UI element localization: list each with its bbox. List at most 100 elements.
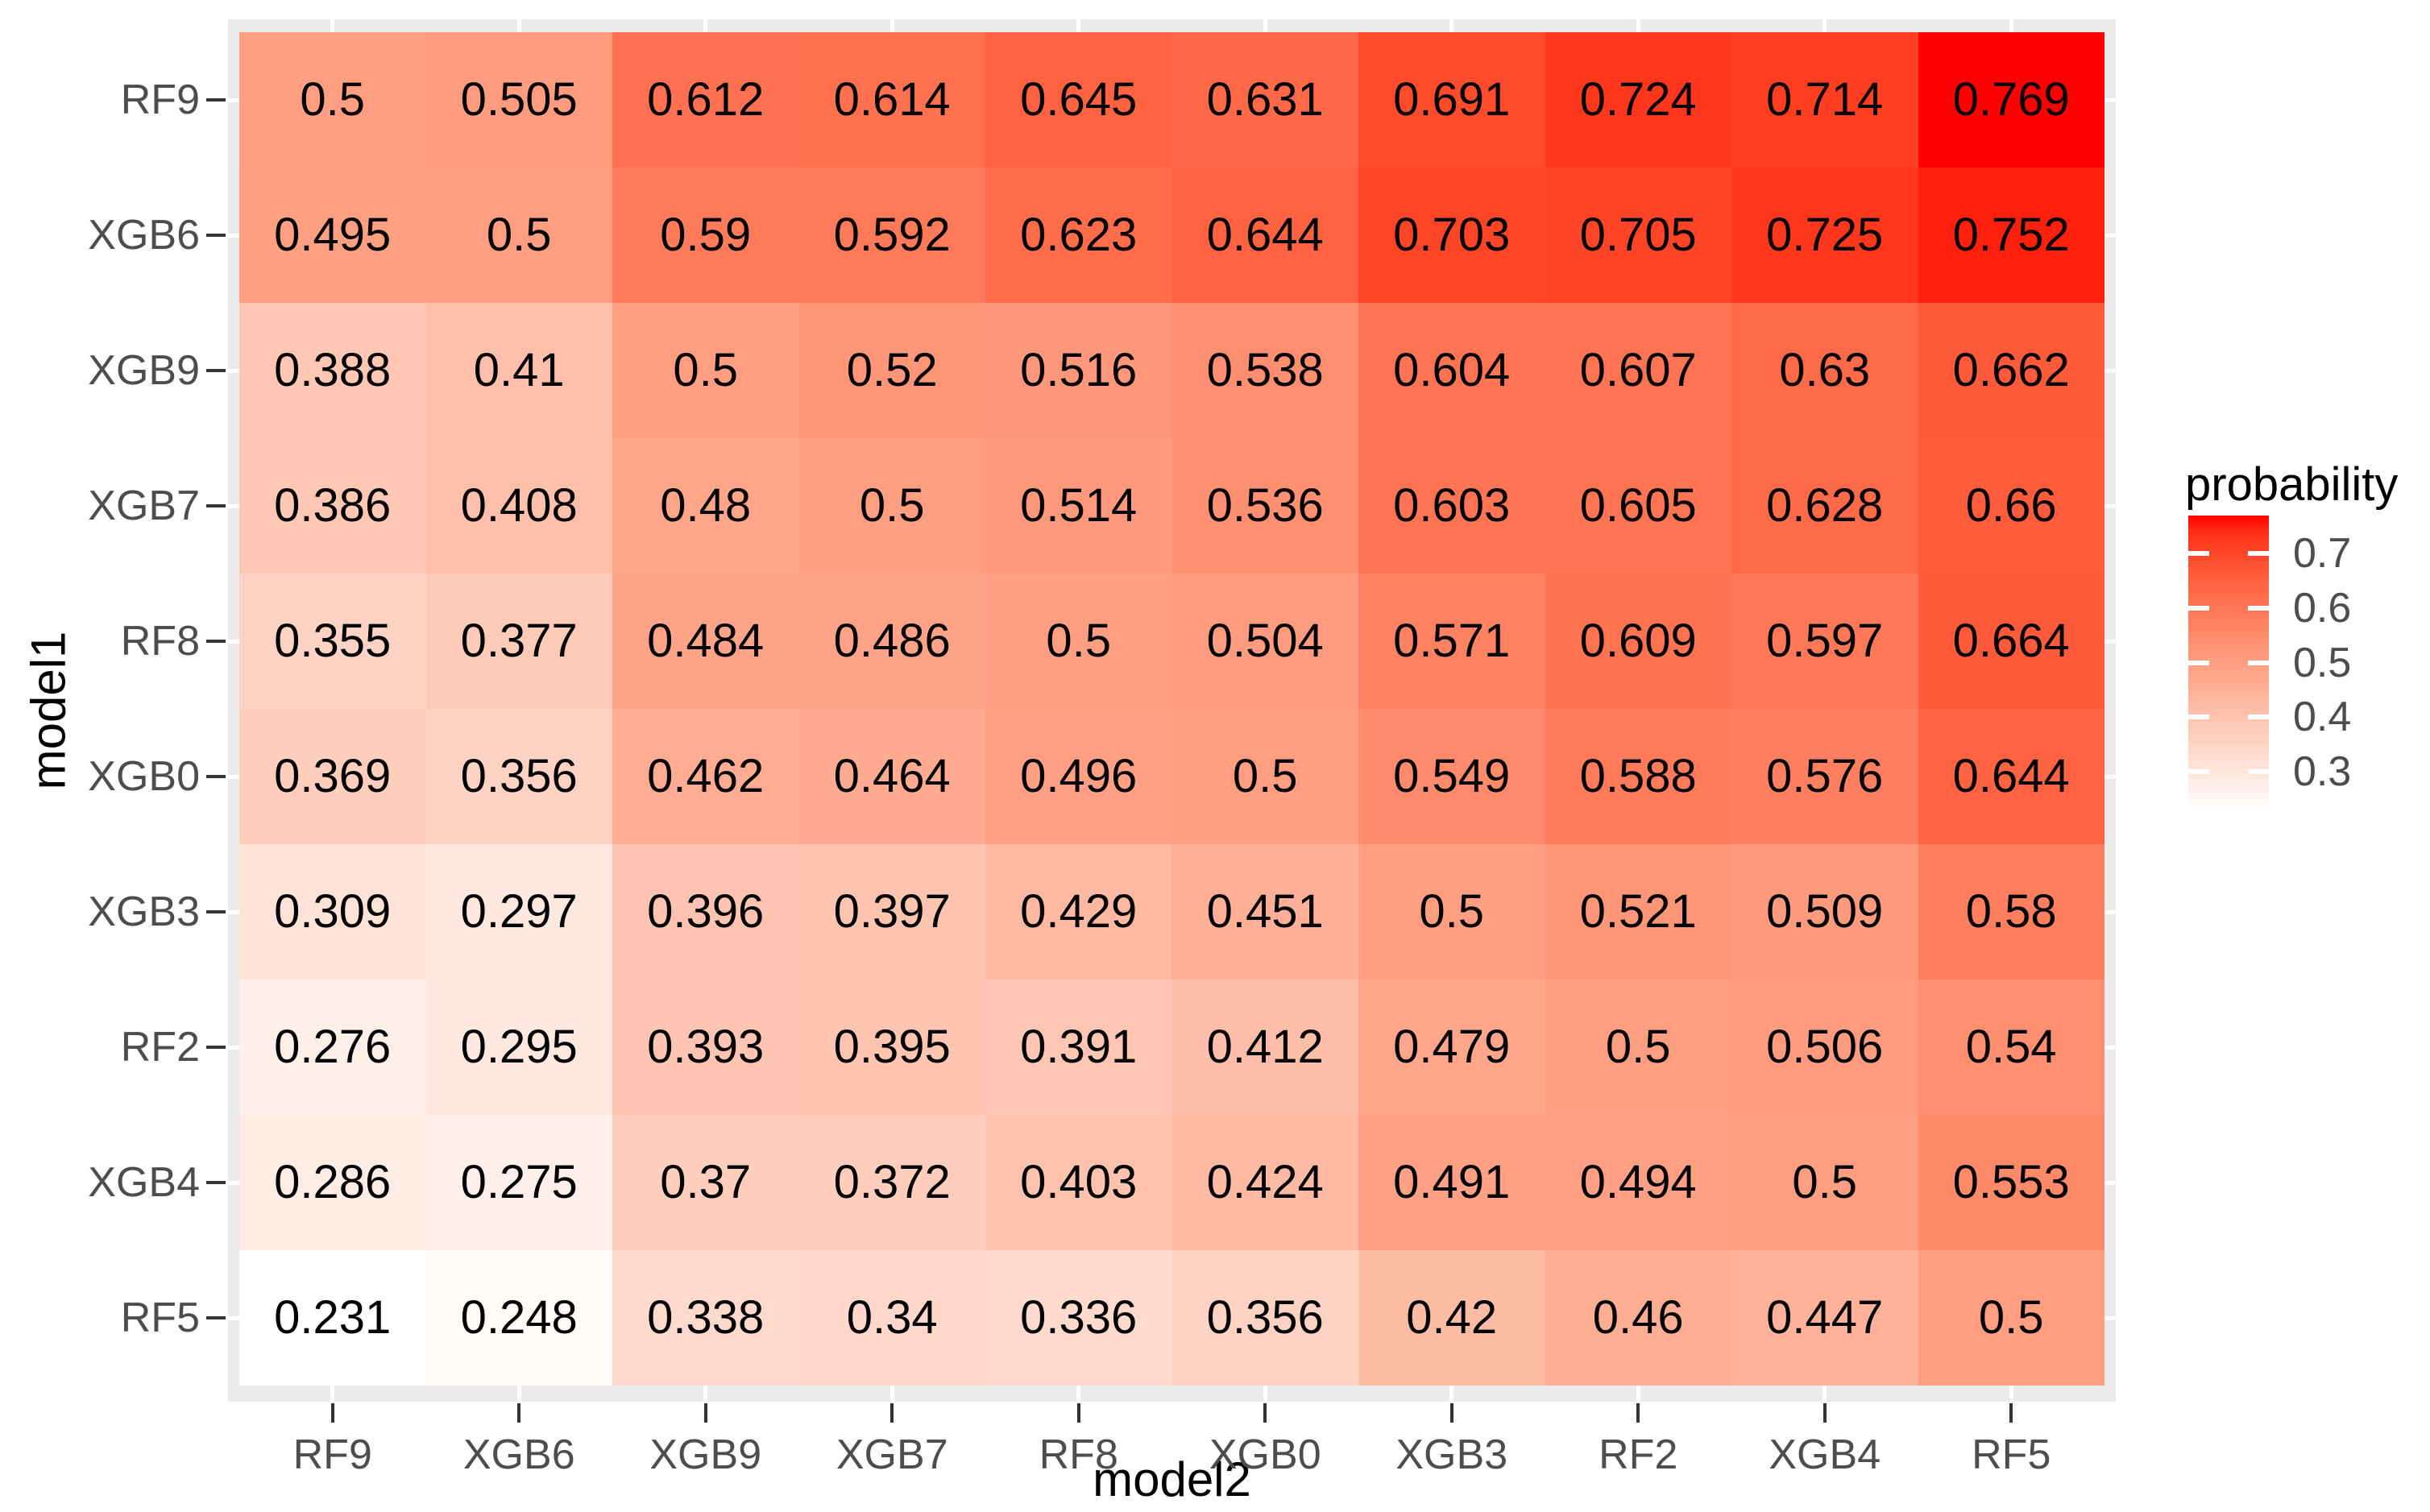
heatmap-cell: 0.605 (1545, 438, 1731, 574)
heatmap-cell: 0.372 (798, 1115, 985, 1250)
x-axis-tick (1822, 1403, 1827, 1423)
y-axis-tick (206, 775, 226, 778)
heatmap-cell: 0.464 (798, 709, 985, 844)
heatmap-cell: 0.604 (1358, 303, 1545, 438)
y-axis-tick (206, 98, 226, 101)
x-tick-label: XGB9 (649, 1431, 762, 1478)
heatmap-cell: 0.309 (239, 844, 426, 980)
heatmap-cell: 0.491 (1358, 1115, 1545, 1250)
heatmap-cell: 0.388 (239, 303, 426, 438)
y-tick-label: RF8 (120, 618, 200, 665)
heatmap-cell: 0.59 (612, 168, 799, 303)
heatmap-cell: 0.5 (1358, 844, 1545, 980)
heatmap-cell: 0.553 (1918, 1115, 2104, 1250)
heatmap-cell: 0.536 (1171, 438, 1358, 574)
x-axis-tick (1263, 1403, 1267, 1423)
x-tick-label: XGB3 (1395, 1431, 1508, 1478)
heatmap-cell: 0.369 (239, 709, 426, 844)
heatmap-cell: 0.58 (1918, 844, 2104, 980)
heatmap-cell: 0.5 (1731, 1115, 1918, 1250)
heatmap-cell: 0.504 (1171, 574, 1358, 709)
legend-tick-label: 0.7 (2293, 529, 2352, 577)
heatmap-cell: 0.41 (425, 303, 612, 438)
heatmap-cell: 0.231 (239, 1250, 426, 1386)
x-axis-tick (1076, 1403, 1080, 1423)
heatmap-cell: 0.505 (425, 32, 612, 168)
legend-title: probability (2185, 458, 2399, 511)
y-axis-tick (206, 504, 226, 507)
heatmap-cell: 0.386 (239, 438, 426, 574)
x-tick-label: XGB0 (1209, 1431, 1321, 1478)
heatmap-cell: 0.664 (1918, 574, 2104, 709)
legend-tick-label: 0.5 (2293, 639, 2352, 686)
y-tick-label: XGB7 (88, 483, 200, 529)
heatmap-cell: 0.769 (1918, 32, 2104, 168)
y-tick-label: RF9 (120, 77, 200, 123)
heatmap-cell: 0.597 (1731, 574, 1918, 709)
heatmap-cell: 0.393 (612, 980, 799, 1115)
heatmap-cell: 0.592 (798, 168, 985, 303)
heatmap-cell: 0.451 (1171, 844, 1358, 980)
heatmap-cell: 0.479 (1358, 980, 1545, 1115)
y-axis-tick (206, 234, 226, 237)
legend-tick-notch (2248, 605, 2269, 611)
heatmap-cell: 0.5 (798, 438, 985, 574)
heatmap-cell: 0.714 (1731, 32, 1918, 168)
heatmap-cell: 0.486 (798, 574, 985, 709)
heatmap-cell: 0.645 (985, 32, 1172, 168)
y-tick-label: XGB9 (88, 347, 200, 394)
heatmap-cell: 0.52 (798, 303, 985, 438)
heatmap-cell: 0.42 (1358, 1250, 1545, 1386)
heatmap-cell: 0.66 (1918, 438, 2104, 574)
legend-tick-notch (2248, 769, 2269, 775)
heatmap-cell: 0.603 (1358, 438, 1545, 574)
legend-tick-notch (2188, 605, 2209, 611)
y-axis-tick (206, 640, 226, 643)
legend-tick-notch (2248, 660, 2269, 665)
heatmap-cell: 0.495 (239, 168, 426, 303)
y-axis-tick (206, 369, 226, 372)
y-axis-tick (206, 1181, 226, 1184)
legend-tick-label: 0.6 (2293, 584, 2352, 632)
x-tick-label: XGB7 (836, 1431, 948, 1478)
heatmap-cell: 0.46 (1545, 1250, 1731, 1386)
heatmap-cell: 0.703 (1358, 168, 1545, 303)
heatmap-cell: 0.662 (1918, 303, 2104, 438)
heatmap-cell: 0.5 (425, 168, 612, 303)
heatmap-cell: 0.509 (1731, 844, 1918, 980)
heatmap-cell: 0.5 (239, 32, 426, 168)
heatmap-cell: 0.276 (239, 980, 426, 1115)
heatmap-cell: 0.34 (798, 1250, 985, 1386)
heatmap-cell: 0.5 (1918, 1250, 2104, 1386)
heatmap-cell: 0.623 (985, 168, 1172, 303)
heatmap-cell: 0.336 (985, 1250, 1172, 1386)
heatmap-cell: 0.412 (1171, 980, 1358, 1115)
heatmap-cell: 0.631 (1171, 32, 1358, 168)
x-axis-title: model2 (1093, 1452, 1251, 1506)
heatmap-cell: 0.506 (1731, 980, 1918, 1115)
y-tick-label: XGB4 (88, 1159, 200, 1206)
legend-tick-notch (2248, 550, 2269, 556)
heatmap-cell: 0.377 (425, 574, 612, 709)
heatmap-cell: 0.576 (1731, 709, 1918, 844)
legend-tick-notch (2188, 660, 2209, 665)
heatmap-cell: 0.752 (1918, 168, 2104, 303)
heatmap-cell: 0.496 (985, 709, 1172, 844)
heatmap-cell: 0.612 (612, 32, 799, 168)
y-axis-tick (206, 910, 226, 913)
heatmap-cell: 0.395 (798, 980, 985, 1115)
y-tick-label: XGB3 (88, 889, 200, 935)
plot-panel: 0.5 0.505 0.612 0.614 0.645 0.631 0.691 0.724 0.… (228, 19, 2116, 1402)
heatmap-cell: 0.724 (1545, 32, 1731, 168)
x-axis-tick (517, 1403, 521, 1423)
heatmap-cell: 0.705 (1545, 168, 1731, 303)
heatmap-cell: 0.628 (1731, 438, 1918, 574)
heatmap-cell: 0.63 (1731, 303, 1918, 438)
x-axis-tick (1449, 1403, 1453, 1423)
heatmap-cell: 0.356 (425, 709, 612, 844)
heatmap-cell: 0.429 (985, 844, 1172, 980)
heatmap-cell: 0.571 (1358, 574, 1545, 709)
heatmap-cell: 0.607 (1545, 303, 1731, 438)
heatmap-cell: 0.396 (612, 844, 799, 980)
